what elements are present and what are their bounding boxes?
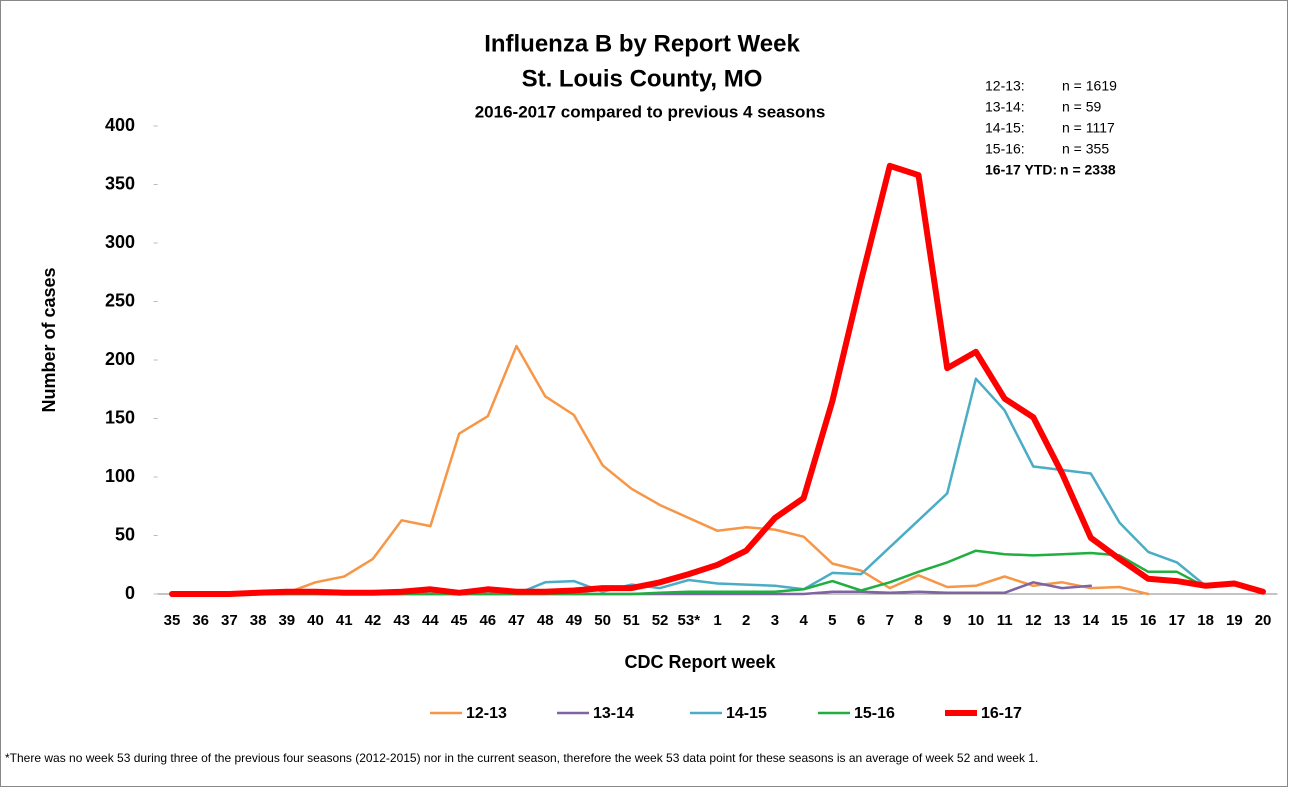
legend-label: 16-17 [981,705,1022,722]
y-tick-label: 100 [105,466,135,486]
x-tick-label: 15 [1111,612,1128,629]
x-tick-label: 50 [594,612,611,629]
x-tick-label: 43 [393,612,410,629]
y-tick-label: 300 [105,232,135,252]
x-tick-label: 19 [1226,612,1243,629]
x-tick-label: 16 [1140,612,1157,629]
x-tick-label: 9 [943,612,951,629]
x-tick-label: 1 [713,612,721,629]
x-tick-label: 45 [451,612,468,629]
x-tick-label: 48 [537,612,554,629]
x-tick-label: 6 [857,612,865,629]
x-tick-label: 10 [968,612,985,629]
x-tick-label: 37 [221,612,238,629]
y-tick-label: 200 [105,349,135,369]
x-tick-label: 18 [1197,612,1214,629]
chart-subtitle: St. Louis County, MO [522,65,763,92]
x-tick-label: 38 [250,612,267,629]
annotation-value: n = 1117 [1062,120,1115,136]
chart-title: Influenza B by Report Week [484,30,800,57]
x-tick-label: 8 [914,612,922,629]
y-axis-title: Number of cases [39,267,59,412]
annotation-label: 15-16: [985,141,1025,157]
y-tick-label: 50 [115,524,135,544]
x-tick-label: 49 [566,612,583,629]
x-tick-label: 52 [652,612,669,629]
series-line [170,377,1207,596]
y-tick-label: 150 [105,407,135,427]
x-tick-label: 12 [1025,612,1042,629]
x-tick-label: 3 [771,612,779,629]
annotation-label: 16-17 YTD: [985,162,1057,178]
y-tick-label: 0 [125,583,135,603]
x-tick-label: 51 [623,612,640,629]
x-tick-label: 39 [278,612,295,629]
annotation-value: n = 59 [1062,99,1102,115]
x-tick-label: 5 [828,612,836,629]
x-tick-label: 35 [164,612,181,629]
y-tick-label: 250 [105,290,135,310]
x-tick-label: 7 [886,612,894,629]
annotation-value: n = 355 [1062,141,1109,157]
x-axis-title: CDC Report week [624,652,776,672]
x-tick-label: 17 [1169,612,1186,629]
x-tick-label: 46 [479,612,496,629]
x-tick-label: 44 [422,612,439,629]
series-line [169,162,1266,597]
annotation-label: 14-15: [985,120,1025,136]
x-tick-label: 47 [508,612,525,629]
x-tick-label: 36 [192,612,209,629]
legend-label: 12-13 [466,705,507,722]
annotation-label: 13-14: [985,99,1025,115]
legend-label: 13-14 [593,705,634,722]
y-tick-label: 350 [105,173,135,193]
annotation-label: 12-13: [985,78,1025,94]
x-tick-label: 41 [336,612,353,629]
x-tick-label: 53* [678,612,701,629]
x-tick-label: 13 [1054,612,1071,629]
legend-label: 15-16 [854,705,895,722]
x-tick-label: 20 [1255,612,1272,629]
x-tick-label: 2 [742,612,750,629]
x-tick-label: 14 [1082,612,1099,629]
series-line [170,344,1150,596]
footnote: *There was no week 53 during three of th… [5,751,1039,765]
x-tick-label: 40 [307,612,324,629]
x-tick-label: 11 [997,612,1013,629]
legend-label: 14-15 [726,705,767,722]
chart-subtitle-2: 2016-2017 compared to previous 4 seasons [475,102,826,121]
y-tick-label: 400 [105,115,135,135]
annotation-value: n = 2338 [1060,162,1116,178]
x-tick-label: 4 [799,612,808,629]
x-tick-label: 42 [365,612,382,629]
annotation-value: n = 1619 [1062,78,1117,94]
